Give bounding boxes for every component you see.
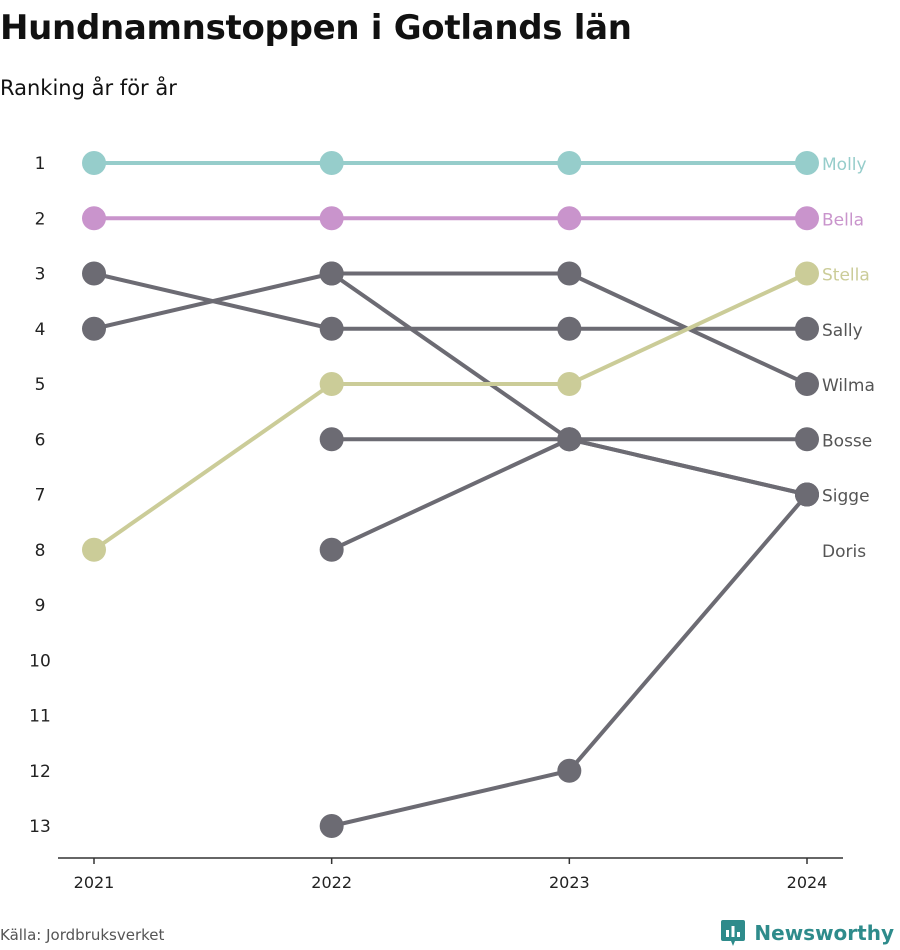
- page-title: Hundnamnstoppen i Gotlands län: [0, 8, 632, 48]
- data-point-stella: [557, 372, 582, 396]
- data-point-sally: [319, 316, 344, 341]
- y-tick-label: 1: [35, 154, 46, 174]
- end-label-wilma: Wilma: [822, 376, 875, 396]
- x-tick-label: 2023: [549, 873, 590, 892]
- y-tick-label: 2: [35, 209, 46, 229]
- data-point-extra: [319, 814, 344, 838]
- source-note: Källa: Jordbruksverket: [0, 926, 165, 944]
- y-tick-label: 9: [35, 596, 46, 616]
- series-line-stella: [92, 271, 808, 552]
- y-tick-label: 3: [35, 265, 46, 285]
- data-point-bella: [319, 206, 344, 231]
- data-point-molly: [557, 151, 582, 175]
- series-line-sigge: [330, 437, 808, 552]
- end-label-bosse: Bosse: [822, 431, 872, 451]
- y-tick-label: 10: [29, 651, 51, 671]
- brand-logo: Newsworthy: [720, 918, 894, 948]
- x-tick-label: 2022: [311, 873, 352, 892]
- data-point-sally: [795, 316, 819, 341]
- series-line-sally: [93, 271, 807, 331]
- data-point-extra: [557, 758, 582, 783]
- series-line-doris: [93, 271, 808, 497]
- end-label-bella: Bella: [822, 210, 864, 230]
- y-tick-label: 5: [35, 375, 46, 395]
- data-point-bella: [82, 206, 106, 231]
- y-tick-label: 12: [29, 762, 51, 782]
- y-tick-label: 4: [35, 320, 46, 340]
- data-point-extra: [795, 482, 819, 507]
- y-tick-label: 8: [35, 541, 46, 561]
- y-tick-label: 11: [29, 707, 51, 727]
- brand-name: Newsworthy: [754, 921, 894, 945]
- data-point-doris: [82, 316, 106, 341]
- x-tick-label: 2021: [74, 873, 115, 892]
- end-label-sigge: Sigge: [822, 487, 870, 507]
- data-point-bella: [557, 206, 582, 231]
- end-label-stella: Stella: [822, 266, 870, 286]
- data-point-sigge: [319, 537, 344, 562]
- y-tick-label: 7: [35, 486, 46, 506]
- data-point-wilma: [557, 261, 582, 286]
- data-point-doris: [557, 427, 582, 452]
- data-point-molly: [319, 151, 344, 175]
- data-point-stella: [319, 372, 344, 396]
- data-point-molly: [795, 151, 819, 175]
- y-tick-label: 13: [29, 817, 51, 837]
- data-point-molly: [82, 151, 106, 175]
- end-label-doris: Doris: [822, 542, 866, 562]
- data-point-stella: [795, 261, 819, 286]
- chart-points: [82, 151, 819, 838]
- end-label-molly: Molly: [822, 155, 867, 175]
- end-label-sally: Sally: [822, 321, 863, 341]
- data-point-doris: [319, 261, 344, 286]
- data-point-bella: [795, 206, 819, 231]
- newsworthy-logo-icon: [721, 920, 746, 946]
- page-subtitle: Ranking år för år: [0, 76, 177, 100]
- data-point-stella: [82, 537, 106, 562]
- chart-lines: [92, 161, 809, 828]
- data-point-wilma: [795, 372, 819, 396]
- data-point-sally: [82, 261, 106, 286]
- x-tick-label: 2024: [787, 873, 828, 892]
- chart-end-labels: Molly Bella Stella Sally Wilma Bosse Sigge Dori…: [822, 155, 875, 562]
- data-point-bosse: [795, 427, 819, 452]
- data-point-sally: [557, 316, 582, 341]
- data-point-bosse: [319, 427, 344, 452]
- y-tick-label: 6: [35, 430, 46, 450]
